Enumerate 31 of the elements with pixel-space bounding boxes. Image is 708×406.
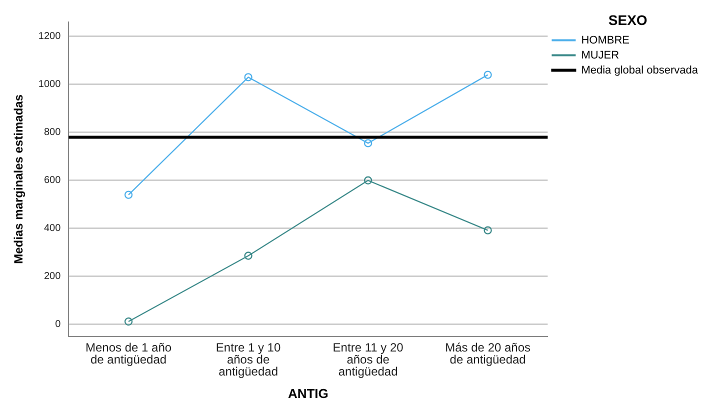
x-axis-title: ANTIG (288, 386, 328, 401)
y-tick-label: 800 (44, 127, 62, 138)
category-label: Entre 11 y 20 (332, 340, 404, 355)
legend-label: MUJER (581, 49, 620, 62)
category-label: de antigüedad (450, 352, 526, 367)
point (124, 317, 133, 326)
category-label: años de (346, 352, 390, 367)
category-label: antigüedad (218, 364, 278, 379)
category-label: Más de 20 años (445, 340, 531, 355)
legend-label: HOMBRE (581, 34, 630, 46)
category-label: antigüedad (338, 364, 398, 379)
category-label: Entre 1 y 10 (216, 340, 281, 355)
category-label: de antigüedad (90, 352, 167, 367)
legend-title: SEXO (608, 12, 648, 28)
point (484, 226, 492, 234)
point (484, 70, 492, 79)
point (364, 139, 372, 148)
point (124, 190, 133, 199)
point (364, 176, 372, 184)
point (244, 252, 252, 260)
y-tick-label: 400 (44, 223, 62, 234)
category-label: años de (226, 352, 270, 367)
y-tick-label: 1200 (38, 31, 62, 42)
y-axis-title: Medias marginales estimadas (12, 94, 26, 264)
category-label: Menos de 1 año (85, 340, 172, 355)
y-tick-label: 200 (44, 271, 62, 282)
y-tick-label: 0 (55, 319, 62, 330)
legend-label: Media global observada (581, 64, 699, 76)
point (244, 73, 252, 82)
y-tick-label: 1000 (38, 79, 62, 90)
y-tick-label: 600 (44, 175, 62, 186)
